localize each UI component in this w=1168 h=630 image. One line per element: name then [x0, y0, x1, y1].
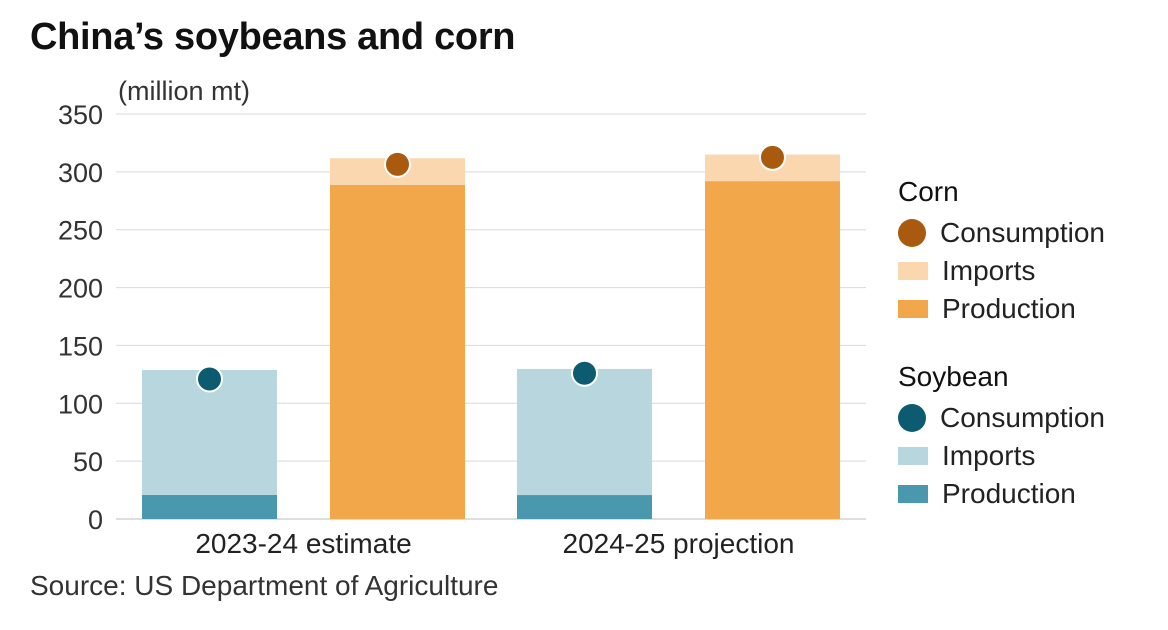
y-tick-label: 350 [58, 100, 103, 130]
x-tick-label: 2024-25 projection [563, 528, 795, 559]
x-tick-label: 2023-24 estimate [195, 528, 411, 559]
y-tick-label: 0 [88, 505, 103, 535]
soybean-consumption-dot-icon [898, 404, 926, 432]
legend-soybean-production-label: Production [942, 478, 1076, 509]
corn-imports-swatch-icon [898, 262, 928, 280]
legend-soybean: Soybean Consumption Imports Production [898, 361, 1105, 513]
marker-corn-consumption [384, 150, 411, 178]
consumption-markers [196, 143, 786, 393]
y-tick-label: 250 [58, 216, 103, 246]
legend-corn-consumption: Consumption [898, 214, 1105, 252]
legend-soybean-consumption-label: Consumption [940, 402, 1105, 433]
chart-title: China’s soybeans and corn [30, 16, 516, 58]
y-tick-label: 150 [58, 331, 103, 361]
corn-production-swatch-icon [898, 300, 928, 318]
legend-soybean-consumption: Consumption [898, 399, 1105, 437]
bar-soybean-imports [517, 368, 652, 496]
legend-corn-production: Production [898, 290, 1105, 328]
bar-corn-production [705, 181, 840, 519]
legend-soybean-title: Soybean [898, 361, 1009, 392]
bar-soybean-production [517, 495, 652, 519]
bar-soybean-production [142, 494, 277, 519]
soybean-production-swatch-icon [898, 485, 928, 503]
y-tick-label: 200 [58, 274, 103, 304]
legend-corn-imports-label: Imports [942, 255, 1036, 286]
bar-corn-production [330, 184, 465, 519]
corn-consumption-dot-icon [898, 219, 926, 247]
legend-soybean-production: Production [898, 475, 1105, 513]
y-axis-unit-label: (million mt) [118, 76, 250, 106]
legend-soybean-imports: Imports [898, 437, 1105, 475]
legend-corn: Corn Consumption Imports Production [898, 176, 1105, 328]
marker-soybean-consumption [571, 359, 598, 387]
legend-corn-title: Corn [898, 176, 959, 207]
legend-corn-production-label: Production [942, 293, 1076, 324]
bars [142, 154, 840, 519]
soybean-imports-swatch-icon [898, 447, 928, 465]
y-tick-label: 100 [58, 389, 103, 419]
legend-soybean-imports-label: Imports [942, 440, 1036, 471]
legend-corn-imports: Imports [898, 252, 1105, 290]
marker-soybean-consumption [196, 365, 223, 393]
y-axis-ticks: 0 50 100 150 200 250 300 350 [58, 100, 103, 535]
marker-corn-consumption [759, 143, 786, 171]
source-note: Source: US Department of Agriculture [30, 570, 499, 601]
y-tick-label: 300 [58, 158, 103, 188]
y-tick-label: 50 [73, 447, 103, 477]
legend-corn-consumption-label: Consumption [940, 217, 1105, 248]
x-axis-ticks: 2023-24 estimate 2024-25 projection [195, 528, 794, 559]
